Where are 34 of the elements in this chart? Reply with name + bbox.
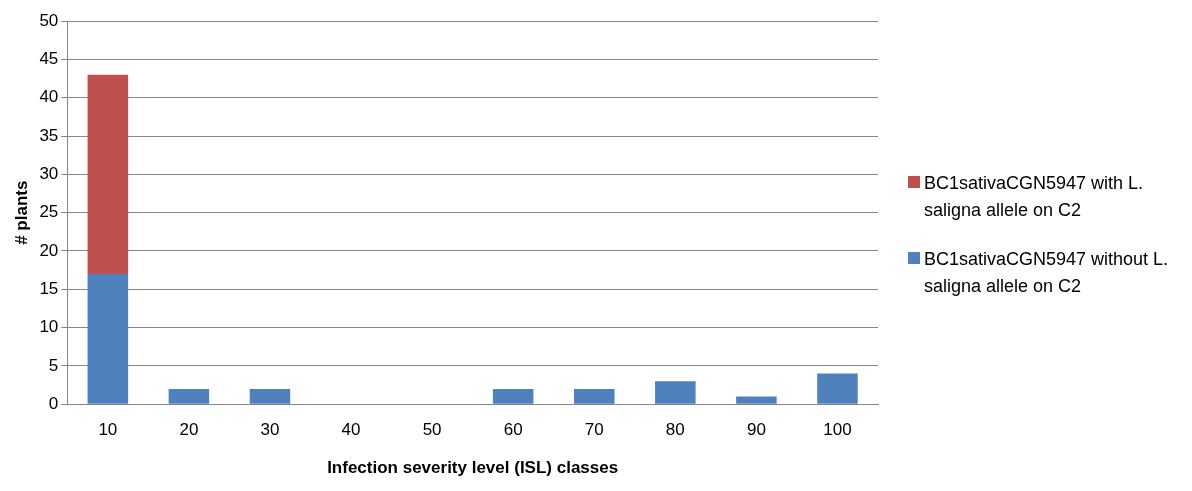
- bar: [492, 388, 534, 404]
- y-tick-label: 40: [39, 87, 59, 107]
- bar: [249, 388, 291, 404]
- x-tick-label: 20: [179, 420, 199, 440]
- x-tick-label: 70: [584, 420, 604, 440]
- x-tick-label: 90: [746, 420, 766, 440]
- x-tick-label: 100: [823, 420, 852, 440]
- bar: [87, 273, 129, 404]
- legend-label: BC1sativaCGN5947 without L. saligna allele on C2: [924, 247, 1170, 298]
- y-tick-label: 10: [39, 317, 59, 337]
- x-tick-label: 50: [422, 420, 442, 440]
- y-tick-label: 5: [48, 355, 59, 375]
- bar: [573, 388, 615, 404]
- y-tick-label: 35: [39, 125, 59, 145]
- bar: [87, 74, 129, 274]
- bar: [655, 381, 696, 404]
- x-tick-label: 80: [665, 420, 685, 440]
- y-tick-label: 25: [39, 202, 59, 222]
- y-tick-label: 20: [39, 240, 59, 260]
- x-axis-title: Infection severity level (ISL) classes: [327, 458, 619, 478]
- legend-label: BC1sativaCGN5947 with L. saligna allele on C2: [924, 171, 1145, 222]
- x-tick-label: 60: [503, 420, 523, 440]
- bar: [168, 388, 210, 404]
- y-tick-label: 0: [48, 393, 59, 413]
- x-tick-label: 10: [98, 420, 118, 440]
- y-axis-title: # plants: [11, 180, 31, 245]
- y-tick-label: 30: [39, 164, 59, 184]
- y-tick-label: 15: [39, 278, 59, 298]
- bar: [817, 373, 858, 404]
- x-tick-label: 30: [260, 420, 280, 440]
- x-tick-label: 40: [341, 420, 361, 440]
- bar: [736, 396, 777, 404]
- y-tick-label: 45: [39, 49, 59, 69]
- y-tick-label: 50: [39, 10, 59, 30]
